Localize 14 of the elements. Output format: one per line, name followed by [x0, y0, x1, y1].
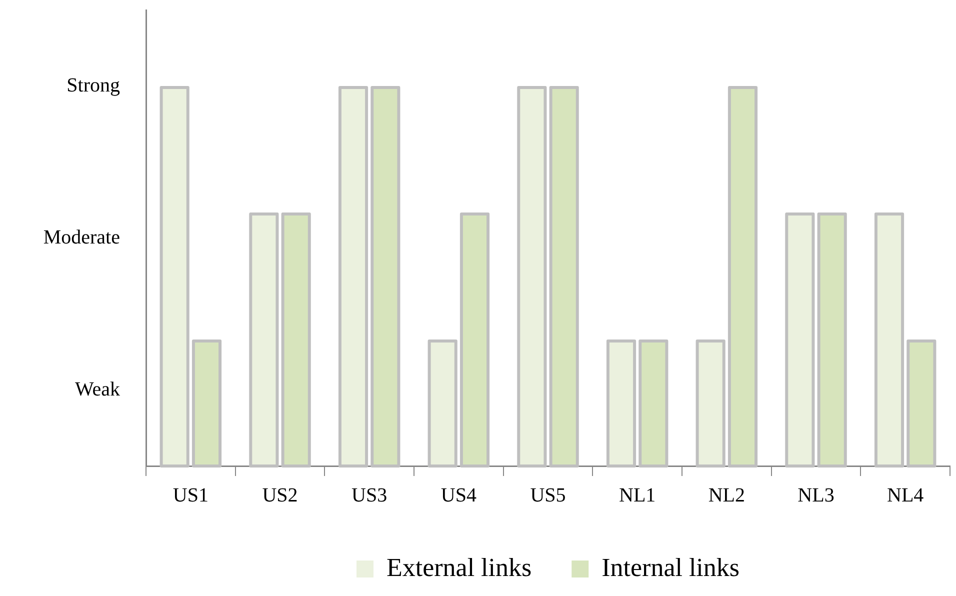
- x-tick-label: US3: [352, 484, 388, 506]
- x-tick-label: US4: [440, 484, 476, 506]
- x-tick-label: NL1: [618, 484, 656, 506]
- x-tick-label: NL4: [886, 484, 924, 506]
- legend-label: Internal links: [602, 552, 740, 582]
- x-tick-label: US2: [262, 484, 298, 506]
- x-tick-label: NL3: [798, 484, 834, 506]
- x-tick-label: NL2: [708, 484, 746, 506]
- x-tick-label: US1: [172, 484, 208, 506]
- text: Moderate: [43, 226, 120, 248]
- legend-label: External links: [386, 552, 532, 582]
- text: Weak: [74, 378, 120, 400]
- x-tick-label: US5: [530, 484, 566, 506]
- text: Strong: [66, 74, 120, 96]
